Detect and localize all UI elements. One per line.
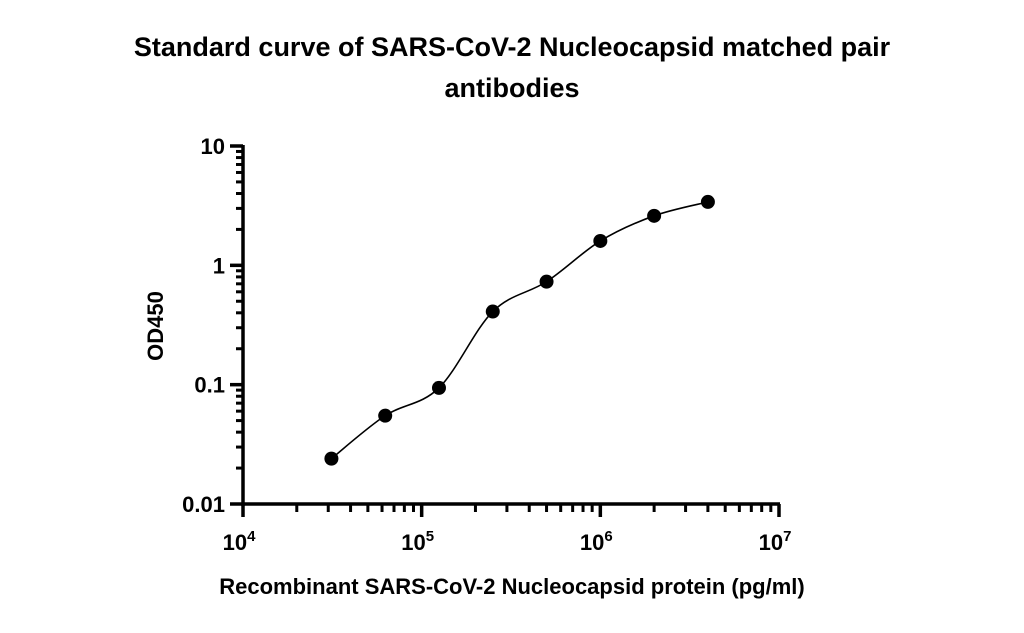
x-tick-label: 106 — [580, 528, 613, 555]
y-axis-label: OD450 — [143, 291, 168, 361]
x-axis-label: Recombinant SARS-CoV-2 Nucleocapsid prot… — [219, 574, 805, 599]
axes: 0.01 0.1 1 10 104 105 106 107 — [182, 134, 791, 555]
y-tick-label: 0.1 — [194, 373, 225, 398]
data-point — [593, 233, 608, 248]
y-tick-label: 1 — [213, 253, 225, 278]
data-point — [431, 380, 446, 395]
data-point — [700, 194, 715, 209]
data-point — [485, 304, 500, 319]
y-tick-label: 10 — [201, 134, 225, 159]
data-points — [324, 194, 715, 466]
chart-title-line2: antibodies — [444, 73, 579, 103]
data-point — [378, 408, 393, 423]
chart-title-line1: Standard curve of SARS-CoV-2 Nucleocapsi… — [134, 32, 891, 62]
x-tick-label: 107 — [759, 528, 792, 555]
x-tick-label: 105 — [401, 528, 434, 555]
y-tick-label: 0.01 — [182, 492, 225, 517]
data-point — [324, 451, 339, 466]
data-point — [647, 208, 662, 223]
x-tick-label: 104 — [223, 528, 256, 555]
data-point — [539, 274, 554, 289]
